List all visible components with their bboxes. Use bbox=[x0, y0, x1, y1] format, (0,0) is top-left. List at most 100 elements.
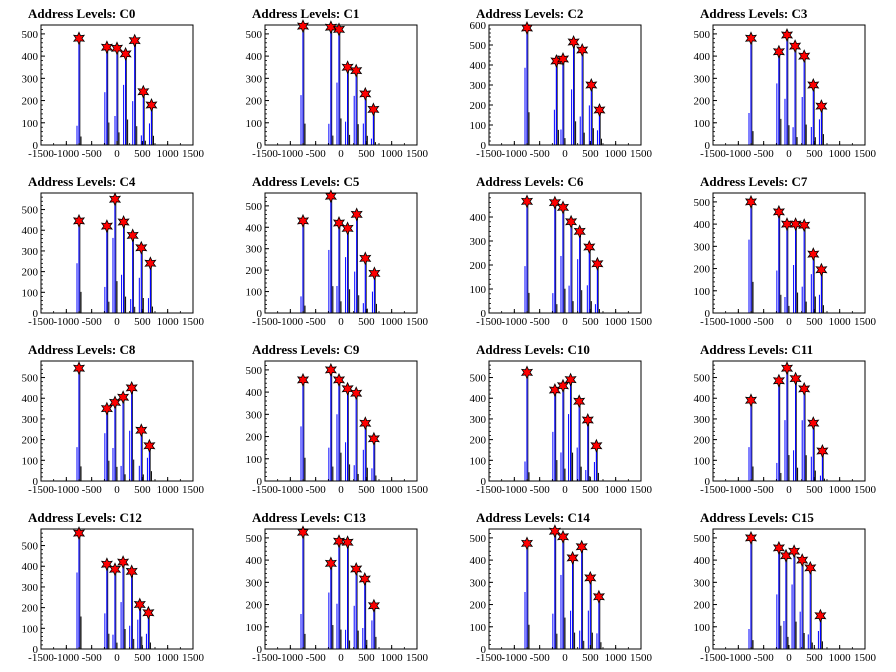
x-tick-label: 500 bbox=[358, 148, 375, 160]
x-tick-label: 1000 bbox=[381, 316, 404, 328]
chart-panel: Address Levels: C10 -1500 -1000 -500 0 500 100… bbox=[448, 336, 672, 504]
histogram-plot: -1500 -1000 -500 0 500 1000 1500 0 100 200 300 400 5… bbox=[694, 528, 877, 664]
y-tick-label: 200 bbox=[470, 600, 487, 612]
chart-panel: Address Levels: C5 -1500 -1000 -500 0 500 1000… bbox=[224, 168, 448, 336]
y-tick-label: 0 bbox=[33, 140, 39, 152]
x-tick-label: -1500 bbox=[700, 484, 726, 496]
chart-title: Address Levels: C14 bbox=[476, 510, 590, 525]
chart-panel: Address Levels: C13 -1500 -1000 -500 0 500 100… bbox=[224, 504, 448, 672]
peak-marker bbox=[585, 78, 598, 92]
x-tick-label: -500 bbox=[530, 484, 551, 496]
plot-frame bbox=[488, 24, 642, 146]
plot-frame bbox=[40, 528, 194, 650]
x-tick-label: -1500 bbox=[700, 316, 726, 328]
histogram-plot: -1500 -1000 -500 0 500 1000 1500 0 100 200 300 400 5… bbox=[694, 24, 877, 160]
x-tick-label: -500 bbox=[306, 652, 327, 664]
y-tick-label: 400 bbox=[470, 555, 487, 567]
y-tick-label: 0 bbox=[257, 308, 263, 320]
chart-title: Address Levels: C0 bbox=[28, 6, 136, 21]
chart-title: Address Levels: C6 bbox=[476, 174, 584, 189]
peak-marker bbox=[591, 256, 604, 271]
x-tick-label: -500 bbox=[82, 484, 103, 496]
chart-title: Address Levels: C7 bbox=[700, 174, 808, 189]
peak-marker bbox=[575, 539, 588, 554]
y-tick-label: 400 bbox=[246, 555, 263, 567]
x-tick-label: 1000 bbox=[605, 484, 628, 496]
peak-marker bbox=[744, 530, 758, 545]
peak-marker bbox=[788, 544, 801, 559]
peak-marker bbox=[573, 394, 586, 409]
peak-marker bbox=[332, 216, 346, 230]
histogram-plot: -1500 -1000 -500 0 500 1000 1500 0 100 200 300 400 5… bbox=[246, 525, 429, 664]
x-tick-label: 1500 bbox=[854, 148, 877, 160]
peak-marker bbox=[780, 217, 794, 232]
peak-marker bbox=[556, 52, 570, 66]
y-tick-label: 500 bbox=[694, 29, 711, 41]
x-tick-label: -1000 bbox=[725, 316, 751, 328]
peak-marker bbox=[744, 393, 758, 408]
x-tick-label: 1000 bbox=[157, 148, 180, 160]
peak-marker bbox=[350, 386, 363, 401]
y-tick-label: 300 bbox=[22, 414, 39, 426]
y-tick-label: 400 bbox=[694, 393, 711, 405]
x-tick-label: -500 bbox=[530, 652, 551, 664]
peak-marker bbox=[341, 221, 354, 236]
chart-panel: Address Levels: C9 -1500 -1000 -500 0 500 1000… bbox=[224, 336, 448, 504]
peak-marker bbox=[772, 373, 785, 388]
peak-marker bbox=[576, 43, 589, 57]
peak-marker bbox=[100, 401, 113, 416]
y-tick-label: 300 bbox=[22, 246, 39, 258]
y-tick-label: 400 bbox=[694, 51, 711, 63]
plot-frame bbox=[712, 528, 866, 650]
peak-marker bbox=[350, 63, 363, 78]
y-tick-label: 500 bbox=[694, 197, 711, 209]
histogram-plot: -1500 -1000 -500 0 500 1000 1500 0 100 200 300 400 5… bbox=[22, 526, 205, 664]
y-tick-label: 0 bbox=[481, 308, 487, 320]
y-tick-label: 500 bbox=[694, 533, 711, 545]
plot-frame bbox=[488, 360, 642, 482]
y-tick-label: 100 bbox=[246, 118, 263, 130]
y-tick-label: 300 bbox=[694, 577, 711, 589]
y-tick-label: 0 bbox=[33, 476, 39, 488]
y-tick-label: 500 bbox=[246, 29, 263, 41]
peak-marker bbox=[110, 41, 124, 56]
x-tick-label: -1500 bbox=[252, 484, 278, 496]
chart-panel: Address Levels: C1 -1500 -1000 -500 0 500 1000… bbox=[224, 0, 448, 168]
peak-marker bbox=[556, 200, 570, 215]
peak-marker bbox=[564, 372, 577, 387]
peak-marker bbox=[72, 361, 86, 376]
x-tick-label: -1000 bbox=[501, 484, 527, 496]
x-tick-label: 1500 bbox=[630, 148, 653, 160]
peak-marker bbox=[135, 423, 148, 438]
x-tick-label: -1000 bbox=[277, 652, 303, 664]
x-tick-label: 1500 bbox=[406, 484, 429, 496]
y-tick-label: 400 bbox=[22, 225, 39, 237]
peak-marker bbox=[368, 266, 381, 281]
x-tick-label: -500 bbox=[530, 148, 551, 160]
x-tick-label: 1000 bbox=[605, 652, 628, 664]
chart-panel: Address Levels: C11 -1500 -1000 -500 0 500 100… bbox=[672, 336, 896, 504]
peak-marker bbox=[143, 438, 156, 453]
x-tick-label: 500 bbox=[806, 652, 823, 664]
peak-marker bbox=[556, 529, 570, 544]
y-tick-label: 500 bbox=[470, 533, 487, 545]
y-tick-label: 0 bbox=[705, 140, 711, 152]
peak-marker bbox=[108, 192, 122, 207]
x-tick-label: -500 bbox=[82, 148, 103, 160]
chart-panel: Address Levels: C4 -1500 -1000 -500 0 500 1000… bbox=[0, 168, 224, 336]
peak-marker bbox=[296, 372, 310, 387]
x-tick-label: 1500 bbox=[630, 484, 653, 496]
peak-marker bbox=[779, 548, 793, 563]
x-tick-label: 500 bbox=[134, 652, 151, 664]
x-tick-label: 1000 bbox=[829, 148, 852, 160]
peak-marker bbox=[772, 44, 785, 59]
y-tick-label: 500 bbox=[22, 373, 39, 385]
y-tick-label: 0 bbox=[33, 308, 39, 320]
chart-panel: Address Levels: C15 -1500 -1000 -500 0 500 100… bbox=[672, 504, 896, 672]
y-tick-label: 400 bbox=[22, 561, 39, 573]
x-tick-label: 0 bbox=[562, 148, 568, 160]
peak-marker bbox=[324, 362, 337, 377]
y-tick-label: 100 bbox=[694, 455, 711, 467]
x-tick-label: 0 bbox=[338, 148, 344, 160]
chart-title: Address Levels: C13 bbox=[252, 510, 366, 525]
